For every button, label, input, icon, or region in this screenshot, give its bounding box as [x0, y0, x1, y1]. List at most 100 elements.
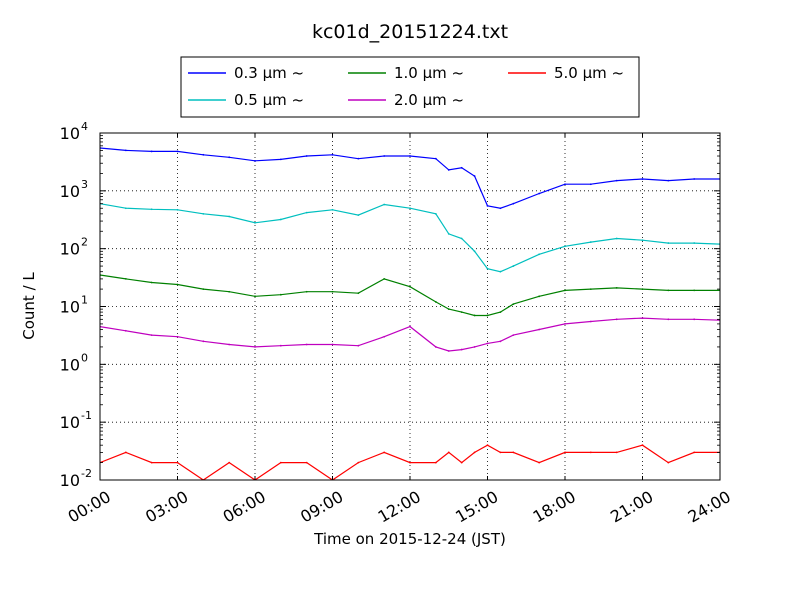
y-tick-label: 10: [60, 471, 80, 490]
y-tick-exponent: 2: [81, 236, 88, 249]
data-point: [589, 183, 592, 186]
data-point: [434, 301, 437, 303]
data-point: [331, 208, 334, 211]
data-point: [641, 444, 644, 447]
data-point: [150, 150, 153, 153]
data-point: [615, 451, 618, 454]
data-point: [589, 288, 592, 290]
data-point: [499, 207, 502, 210]
y-tick-label: 10: [60, 355, 80, 374]
data-point: [434, 461, 437, 464]
data-point: [254, 159, 256, 162]
data-point: [150, 281, 153, 284]
data-point: [434, 346, 437, 348]
data-point: [305, 343, 308, 346]
data-point: [124, 207, 127, 210]
data-point: [447, 233, 450, 235]
data-point: [254, 346, 256, 348]
data-point: [615, 286, 618, 289]
x-tick-label: 06:00: [220, 487, 269, 527]
data-point: [331, 343, 334, 346]
y-tick-label: 10: [60, 298, 80, 317]
series-line-1: [100, 203, 720, 273]
data-point: [486, 342, 489, 345]
data-point: [383, 155, 386, 157]
legend-label: 0.5 µm ~: [234, 91, 304, 109]
data-point: [667, 242, 670, 244]
data-point: [124, 451, 127, 454]
x-tick-label: 24:00: [685, 487, 734, 527]
data-point: [667, 179, 670, 182]
data-point: [538, 295, 541, 298]
x-tick-label: 21:00: [607, 487, 656, 527]
data-point: [176, 283, 179, 286]
y-tick-exponent: 4: [81, 120, 88, 133]
x-tick-label: 09:00: [297, 487, 346, 527]
y-tick-exponent: -1: [81, 409, 92, 422]
x-axis-label: Time on 2015-12-24 (JST): [313, 530, 506, 548]
data-point: [202, 153, 205, 156]
data-point: [279, 344, 282, 347]
data-point: [667, 289, 670, 292]
data-point: [589, 451, 592, 454]
x-tick-label: 18:00: [530, 487, 579, 527]
data-point: [693, 242, 696, 244]
data-point: [512, 334, 515, 337]
data-point: [176, 208, 179, 211]
data-point: [409, 155, 411, 157]
data-point: [409, 325, 411, 328]
data-point: [279, 158, 282, 161]
data-point: [512, 202, 515, 205]
data-point: [124, 278, 127, 280]
data-point: [357, 157, 360, 160]
data-point: [499, 451, 502, 454]
data-point: [641, 317, 644, 320]
data-point: [124, 329, 127, 332]
data-point: [538, 328, 541, 331]
y-tick-exponent: -2: [81, 467, 92, 480]
data-point: [305, 155, 308, 157]
data-point: [564, 289, 566, 292]
data-point: [447, 308, 450, 311]
data-point: [383, 278, 386, 280]
data-point: [564, 323, 566, 325]
data-point: [564, 451, 566, 454]
data-point: [486, 314, 489, 317]
data-point: [447, 451, 450, 454]
legend-label: 0.3 µm ~: [234, 64, 304, 82]
data-point: [305, 290, 308, 293]
data-point: [228, 290, 231, 293]
data-point: [279, 293, 282, 296]
data-point: [512, 451, 515, 454]
data-point: [383, 203, 386, 206]
data-point: [383, 335, 386, 338]
data-point: [176, 335, 179, 338]
legend-label: 5.0 µm ~: [554, 64, 624, 82]
data-point: [693, 289, 696, 292]
legend-box: [180, 56, 640, 118]
data-point: [357, 344, 360, 347]
data-point: [228, 156, 231, 159]
plot-area: [99, 132, 721, 481]
y-tick-exponent: 1: [81, 294, 88, 307]
tick-layer: [99, 132, 721, 481]
y-tick-exponent: 3: [81, 178, 88, 191]
data-point: [447, 350, 450, 352]
y-tick-label: 10: [60, 124, 80, 143]
data-point: [228, 215, 231, 218]
data-point: [473, 175, 476, 177]
data-point: [538, 253, 541, 256]
data-point: [305, 461, 308, 464]
x-tick-label: 12:00: [375, 487, 424, 527]
data-point: [693, 451, 696, 454]
data-point: [460, 237, 463, 240]
x-tick-labels: 00:00 03:00 06:00 09:00 12:00 15:00 18:00 21:00…: [65, 487, 734, 527]
series-layer: [100, 147, 720, 480]
data-point: [409, 207, 411, 210]
data-point: [254, 221, 256, 224]
x-tick-label: 00:00: [65, 487, 114, 527]
data-point: [499, 311, 502, 314]
legend-items: 0.3 µm ~ 0.5 µm ~ 1.0 µm ~ 2.0 µm ~ 5.0 µm ~: [188, 64, 624, 109]
data-point: [228, 461, 231, 464]
data-point: [357, 292, 360, 295]
